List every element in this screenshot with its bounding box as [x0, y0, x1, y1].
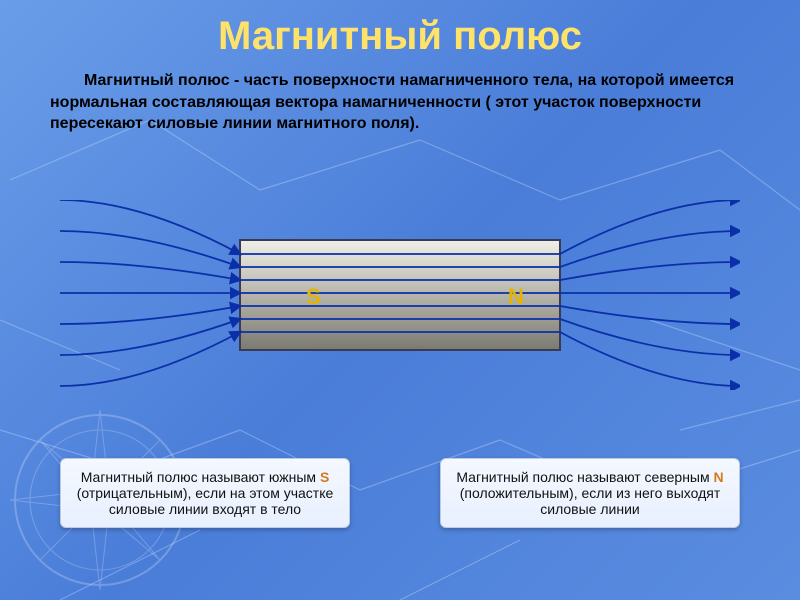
callout-south: Магнитный полюс называют южным S (отрица…: [60, 458, 350, 528]
callout-north-suffix: (положительным), если из него выходят си…: [460, 485, 721, 517]
definition-content: Магнитный полюс - часть поверхности нама…: [50, 72, 734, 132]
definition-text: Магнитный полюс - часть поверхности нама…: [50, 70, 750, 135]
magnet-diagram: SN: [60, 200, 740, 390]
callout-south-suffix: (отрицательным), если на этом участке си…: [77, 485, 334, 517]
callout-south-letter: S: [320, 469, 329, 485]
callout-south-prefix: Магнитный полюс называют южным: [81, 469, 320, 485]
svg-text:N: N: [508, 284, 524, 309]
svg-text:S: S: [306, 284, 321, 309]
slide: Магнитный полюс Магнитный полюс - часть …: [0, 0, 800, 600]
callout-north-prefix: Магнитный полюс называют северным: [456, 469, 713, 485]
page-title: Магнитный полюс: [0, 14, 800, 59]
callout-north-letter: N: [714, 469, 724, 485]
callout-north: Магнитный полюс называют северным N (пол…: [440, 458, 740, 528]
